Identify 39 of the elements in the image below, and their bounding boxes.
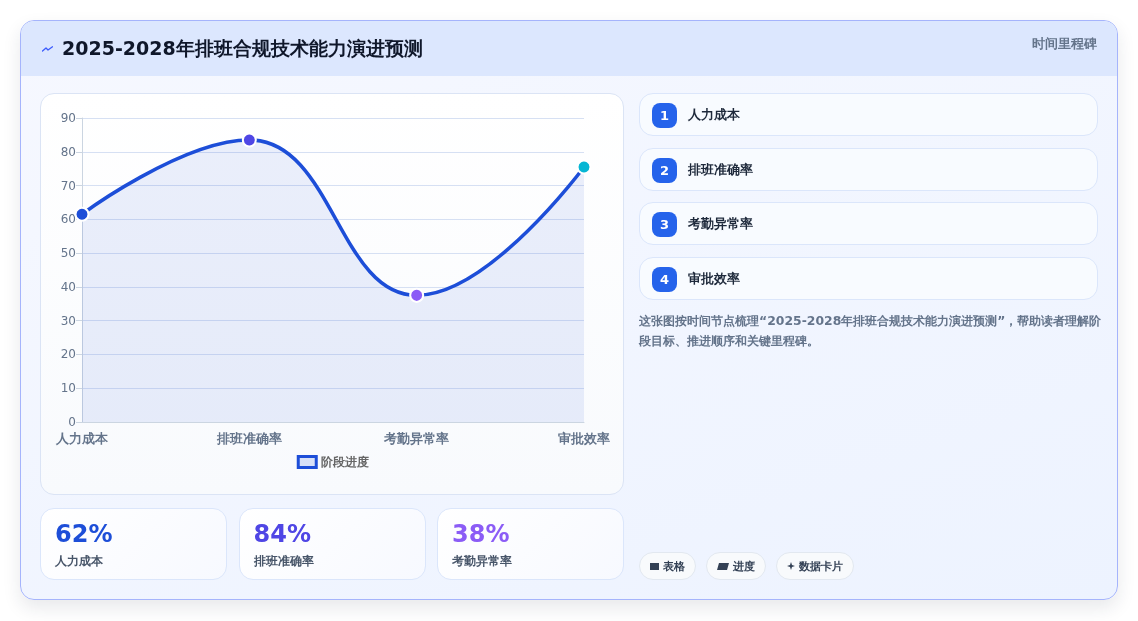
y-tick-label: 30 xyxy=(60,313,76,328)
data-label: 1 xyxy=(652,103,677,128)
category-label: 考勤异常率 xyxy=(452,553,512,569)
text: 时间里程碑 xyxy=(1032,35,1097,53)
x-tick-label: 考勤异常率 xyxy=(383,431,450,446)
category-label: 人力成本 xyxy=(55,553,103,569)
y-tick-label: 0 xyxy=(68,415,76,429)
x-tick-label: 审批效率 xyxy=(558,431,610,446)
point xyxy=(409,287,425,303)
y-tick-label: 80 xyxy=(60,144,76,159)
text: 进度 xyxy=(733,558,755,574)
chart-title: 2025-2028年排班合规技术能力演进预测 xyxy=(62,36,423,61)
text: 表格 xyxy=(663,558,685,574)
y-tick-label: 90 xyxy=(60,111,76,125)
category-label: 审批效率 xyxy=(688,270,740,288)
y-tick-label: 40 xyxy=(60,279,76,294)
text: 62% xyxy=(55,520,113,548)
x-tick-label: 人力成本 xyxy=(55,431,109,446)
y-tick-label: 60 xyxy=(60,212,76,227)
data-label: 2 xyxy=(652,157,677,183)
point xyxy=(241,132,257,148)
category-label: 人力成本 xyxy=(688,106,740,123)
category-label: 排班准确率 xyxy=(253,553,314,569)
data-label: 3 xyxy=(652,212,677,238)
text: 84% xyxy=(253,520,311,548)
legend-label: 阶段进度 xyxy=(321,455,370,469)
point xyxy=(74,206,90,222)
category-label: 考勤异常率 xyxy=(688,215,753,233)
text: 数据卡片 xyxy=(799,558,843,574)
category-label: 排班准确率 xyxy=(688,160,753,178)
text: 38% xyxy=(452,520,510,548)
y-tick-label: 70 xyxy=(60,178,76,193)
point xyxy=(576,159,592,175)
x-tick-label: 排班准确率 xyxy=(215,431,282,446)
y-tick-label: 20 xyxy=(60,347,76,362)
y-tick-label: 10 xyxy=(60,381,76,396)
y-tick-label: 50 xyxy=(60,246,76,261)
data-label: 4 xyxy=(652,267,677,293)
text: 这张图按时间节点梳理“2025-2028年排班合规技术能力演进预测”，帮助读者理解阶段目标、推进顺序和关键里程碑。 xyxy=(639,312,1103,350)
